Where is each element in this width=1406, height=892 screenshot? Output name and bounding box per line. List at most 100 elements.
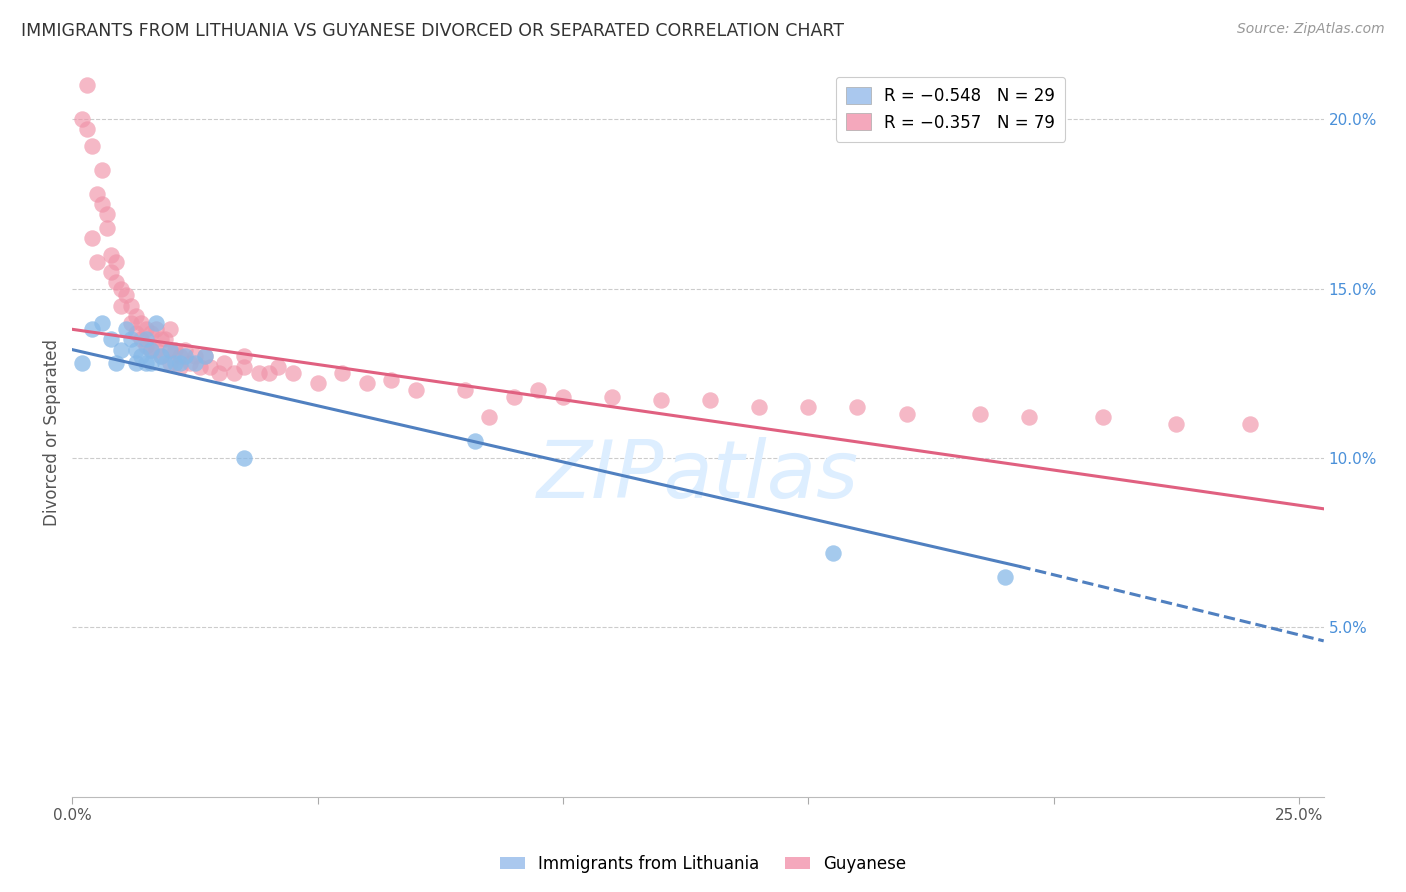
Point <box>159 343 181 357</box>
Point <box>125 309 148 323</box>
Point <box>194 350 217 364</box>
Point <box>174 343 197 357</box>
Point <box>527 384 550 398</box>
Point <box>846 400 869 414</box>
Point <box>115 322 138 336</box>
Point <box>821 546 844 560</box>
Point <box>233 359 256 374</box>
Point <box>139 343 162 357</box>
Point <box>100 248 122 262</box>
Point <box>90 316 112 330</box>
Point <box>1091 410 1114 425</box>
Point <box>145 343 167 357</box>
Point <box>551 390 574 404</box>
Point <box>90 163 112 178</box>
Point <box>139 326 162 340</box>
Point <box>86 186 108 201</box>
Point <box>80 231 103 245</box>
Point <box>100 333 122 347</box>
Point <box>139 356 162 370</box>
Point <box>503 390 526 404</box>
Point <box>267 359 290 374</box>
Point <box>208 367 231 381</box>
Point <box>233 450 256 465</box>
Point <box>115 288 138 302</box>
Point <box>257 367 280 381</box>
Point <box>86 254 108 268</box>
Point <box>1018 410 1040 425</box>
Point <box>194 350 217 364</box>
Point <box>139 343 162 357</box>
Point <box>600 390 623 404</box>
Point <box>169 356 191 370</box>
Point <box>129 350 152 364</box>
Point <box>105 275 128 289</box>
Text: Source: ZipAtlas.com: Source: ZipAtlas.com <box>1237 22 1385 37</box>
Y-axis label: Divorced or Separated: Divorced or Separated <box>44 339 60 526</box>
Point <box>356 376 378 391</box>
Point <box>188 359 211 374</box>
Point <box>80 139 103 153</box>
Point <box>125 326 148 340</box>
Point <box>699 393 721 408</box>
Point <box>135 322 157 336</box>
Point <box>110 299 132 313</box>
Point <box>120 333 142 347</box>
Point <box>100 265 122 279</box>
Point <box>896 407 918 421</box>
Point <box>159 356 181 370</box>
Point <box>155 333 177 347</box>
Point <box>149 350 172 364</box>
Point <box>96 207 118 221</box>
Legend: Immigrants from Lithuania, Guyanese: Immigrants from Lithuania, Guyanese <box>494 848 912 880</box>
Point <box>105 356 128 370</box>
Point <box>330 367 353 381</box>
Point <box>155 356 177 370</box>
Point <box>233 350 256 364</box>
Point <box>1239 417 1261 431</box>
Point <box>184 350 207 364</box>
Point <box>214 356 236 370</box>
Point <box>129 333 152 347</box>
Point <box>76 122 98 136</box>
Text: ZIPatlas: ZIPatlas <box>537 437 859 516</box>
Point <box>145 322 167 336</box>
Point <box>994 569 1017 583</box>
Point <box>165 343 187 357</box>
Point <box>135 356 157 370</box>
Point <box>464 434 486 448</box>
Point <box>70 112 93 127</box>
Point <box>80 322 103 336</box>
Point <box>149 350 172 364</box>
Point <box>174 350 197 364</box>
Point <box>96 220 118 235</box>
Point <box>149 333 172 347</box>
Point <box>1166 417 1188 431</box>
Legend: R = −0.548   N = 29, R = −0.357   N = 79: R = −0.548 N = 29, R = −0.357 N = 79 <box>837 77 1066 142</box>
Point <box>110 343 132 357</box>
Point <box>224 367 246 381</box>
Point <box>110 282 132 296</box>
Point <box>748 400 770 414</box>
Point <box>169 359 191 374</box>
Point <box>76 78 98 93</box>
Text: IMMIGRANTS FROM LITHUANIA VS GUYANESE DIVORCED OR SEPARATED CORRELATION CHART: IMMIGRANTS FROM LITHUANIA VS GUYANESE DI… <box>21 22 844 40</box>
Point <box>135 339 157 353</box>
Point <box>650 393 672 408</box>
Point <box>159 343 181 357</box>
Point <box>198 359 221 374</box>
Point <box>281 367 304 381</box>
Point <box>169 350 191 364</box>
Point <box>179 356 201 370</box>
Point <box>129 316 152 330</box>
Point <box>135 333 157 347</box>
Point <box>405 384 427 398</box>
Point <box>307 376 329 391</box>
Point <box>184 356 207 370</box>
Point <box>454 384 477 398</box>
Point <box>120 316 142 330</box>
Point <box>478 410 501 425</box>
Point <box>247 367 270 381</box>
Point <box>159 322 181 336</box>
Point <box>90 197 112 211</box>
